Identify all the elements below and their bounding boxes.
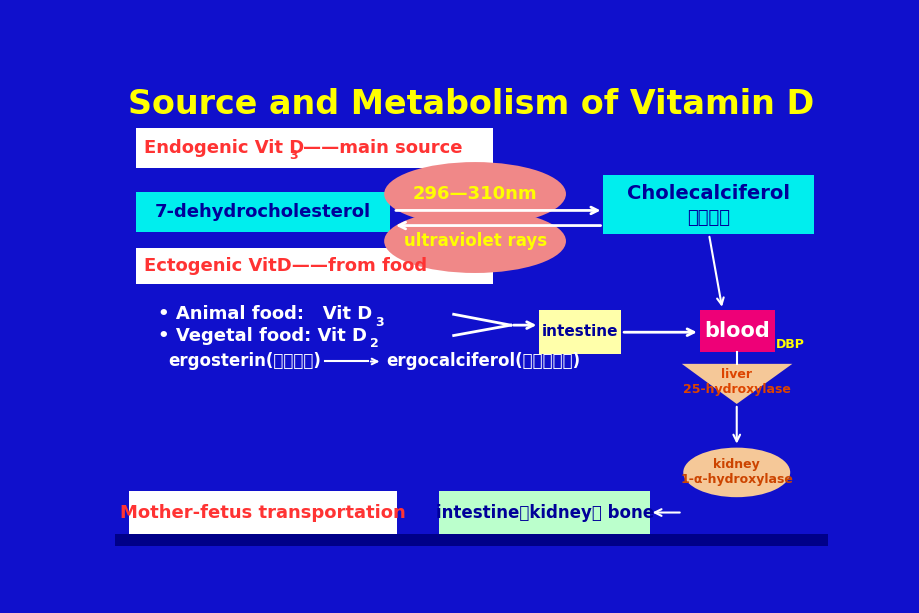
Ellipse shape xyxy=(384,162,565,226)
Text: ——main source: ——main source xyxy=(302,139,461,157)
Text: ergocalciferol(麦角骨化醇): ergocalciferol(麦角骨化醇) xyxy=(386,352,580,370)
Ellipse shape xyxy=(683,447,789,497)
FancyBboxPatch shape xyxy=(129,491,396,534)
Text: blood: blood xyxy=(703,321,769,341)
FancyBboxPatch shape xyxy=(603,175,813,234)
FancyBboxPatch shape xyxy=(136,191,389,232)
Text: Endogenic Vit D: Endogenic Vit D xyxy=(143,139,303,157)
Text: intestine、kidney、 bone: intestine、kidney、 bone xyxy=(435,503,652,522)
Text: • Vegetal food: Vit D: • Vegetal food: Vit D xyxy=(158,327,367,345)
Text: ergosterin(麦角固醇): ergosterin(麦角固醇) xyxy=(168,352,321,370)
Text: liver
25-hydroxylase: liver 25-hydroxylase xyxy=(682,368,789,396)
Text: Ectogenic VitD——from food: Ectogenic VitD——from food xyxy=(143,257,426,275)
Polygon shape xyxy=(681,364,791,404)
FancyBboxPatch shape xyxy=(136,248,493,284)
FancyBboxPatch shape xyxy=(698,310,774,352)
Text: ultraviolet rays: ultraviolet rays xyxy=(403,232,546,250)
Text: kidney
1-α-hydroxylase: kidney 1-α-hydroxylase xyxy=(679,459,792,486)
Ellipse shape xyxy=(384,209,565,273)
Text: Cholecalciferol: Cholecalciferol xyxy=(627,185,789,204)
FancyBboxPatch shape xyxy=(136,128,493,168)
Text: • Animal food:   Vit D: • Animal food: Vit D xyxy=(158,305,371,323)
Text: 3: 3 xyxy=(289,150,298,162)
Text: 7-dehydrocholesterol: 7-dehydrocholesterol xyxy=(154,203,370,221)
FancyBboxPatch shape xyxy=(539,310,620,354)
Text: DBP: DBP xyxy=(775,338,804,351)
Text: intestine: intestine xyxy=(541,324,618,340)
FancyBboxPatch shape xyxy=(439,491,649,534)
Text: 胆骨化醇: 胆骨化醇 xyxy=(686,208,730,227)
Text: Mother-fetus transportation: Mother-fetus transportation xyxy=(120,503,405,522)
Text: Source and Metabolism of Vitamin D: Source and Metabolism of Vitamin D xyxy=(129,88,813,121)
Text: 3: 3 xyxy=(375,316,383,329)
FancyBboxPatch shape xyxy=(115,534,827,546)
Text: 296—310nm: 296—310nm xyxy=(413,185,537,203)
Text: 2: 2 xyxy=(369,337,379,350)
